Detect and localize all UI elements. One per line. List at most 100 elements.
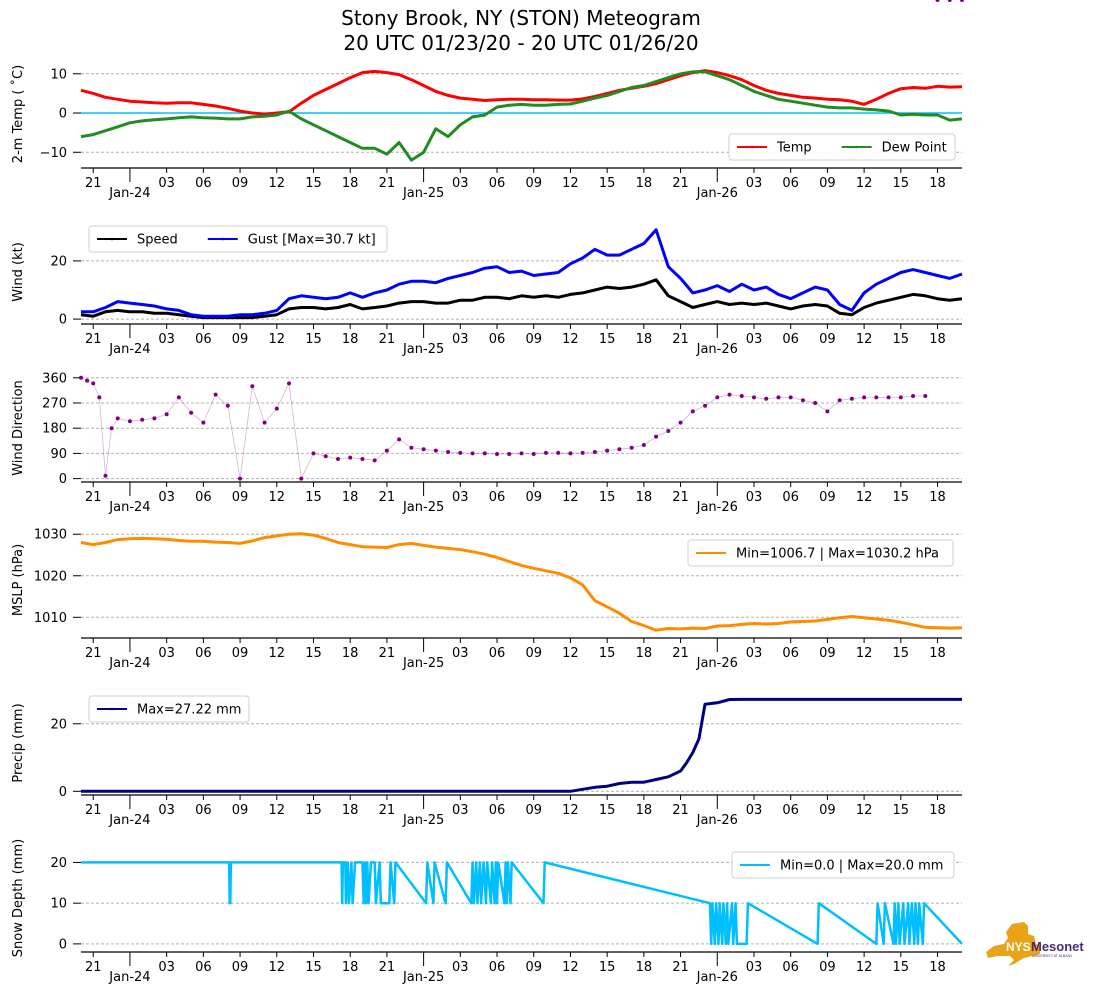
- x-tick-label: 18: [636, 490, 653, 505]
- x-date-label: Jan-26: [696, 342, 738, 357]
- y-tick-label: 20: [50, 254, 67, 269]
- x-tick-label: 09: [819, 490, 836, 505]
- x-tick-label: 06: [195, 332, 212, 347]
- y-tick-label: 0: [59, 785, 67, 800]
- legend-label: Speed: [137, 233, 178, 248]
- x-tick-label: 12: [269, 646, 286, 661]
- y-axis-label: Wind (kt): [11, 242, 26, 302]
- x-tick-label: 06: [195, 960, 212, 975]
- data-point: [923, 394, 928, 398]
- legend-box: [687, 539, 954, 567]
- x-tick-label: 21: [85, 332, 102, 347]
- series-line-temp: [80, 69, 963, 116]
- x-tick-label: 06: [489, 176, 506, 191]
- x-tick-label: 12: [856, 332, 873, 347]
- y-tick-label: 0: [59, 107, 67, 122]
- y-tick-label: 0: [59, 937, 67, 952]
- x-tick-label: 09: [819, 960, 836, 975]
- data-point: [103, 473, 108, 478]
- data-point: [421, 447, 426, 452]
- x-tick-label: 15: [893, 960, 910, 975]
- x-tick-label: 21: [379, 490, 396, 505]
- data-point: [311, 451, 316, 456]
- data-point: [238, 476, 243, 481]
- legend-label: Min=1006.7 | Max=1030.2 hPa: [736, 547, 939, 562]
- legend-label: Dew Point: [882, 141, 947, 156]
- x-tick-label: 18: [342, 332, 359, 347]
- x-tick-label: 09: [232, 332, 249, 347]
- legend: Min=1006.7 | Max=1030.2 hPa: [687, 539, 954, 567]
- x-tick-label: 18: [929, 490, 946, 505]
- x-date-label: Jan-25: [402, 342, 444, 357]
- data-point: [788, 395, 793, 400]
- x-tick-label: 15: [599, 960, 616, 975]
- x-tick-label: 21: [672, 176, 689, 191]
- data-point: [776, 395, 781, 400]
- data-point: [164, 412, 169, 417]
- x-tick-label: 09: [232, 803, 249, 818]
- data-point: [666, 429, 671, 433]
- x-tick-label: 21: [379, 332, 396, 347]
- x-tick-label: 18: [929, 960, 946, 975]
- x-tick-label: 18: [929, 803, 946, 818]
- x-tick-label: 09: [525, 646, 542, 661]
- x-tick-label: 15: [599, 803, 616, 818]
- y-tick-label: 180: [42, 422, 67, 437]
- x-tick-label: 03: [746, 960, 763, 975]
- x-tick-label: 21: [85, 960, 102, 975]
- x-tick-label: 03: [158, 490, 175, 505]
- x-tick-label: 03: [452, 332, 469, 347]
- data-point: [764, 396, 769, 401]
- x-tick-label: 06: [195, 490, 212, 505]
- x-tick-label: 15: [893, 176, 910, 191]
- x-tick-label: 09: [525, 176, 542, 191]
- x-tick-label: 12: [562, 960, 579, 975]
- x-tick-label: 21: [672, 803, 689, 818]
- x-tick-label: 18: [342, 646, 359, 661]
- x-tick-label: 12: [269, 960, 286, 975]
- data-point: [140, 417, 145, 422]
- y-tick-label: 270: [42, 397, 67, 412]
- data-point: [751, 395, 756, 400]
- legend: Speed Gust [Max=30.7 kt]: [88, 225, 388, 253]
- x-date-label: Jan-25: [402, 500, 444, 515]
- x-tick-label: 15: [305, 646, 322, 661]
- data-point: [556, 450, 561, 455]
- x-tick-label: 06: [782, 176, 799, 191]
- series-line-min: [81, 861, 963, 946]
- chart-title-line1: Stony Brook, NY (STON) Meteogram: [341, 6, 701, 30]
- data-point: [470, 451, 475, 456]
- x-tick-label: 15: [305, 960, 322, 975]
- legend-box: [731, 851, 955, 879]
- legend: Temp Dew Point: [728, 133, 956, 161]
- x-date-label: Jan-26: [696, 813, 738, 828]
- x-tick-label: 03: [746, 176, 763, 191]
- x-tick-label: 21: [672, 490, 689, 505]
- x-date-label: Jan-26: [696, 186, 738, 201]
- x-tick-label: 12: [562, 646, 579, 661]
- data-point: [201, 420, 206, 425]
- x-tick-label: 06: [195, 176, 212, 191]
- x-tick-label: 09: [232, 490, 249, 505]
- data-point: [813, 401, 818, 405]
- x-tick-label: 18: [929, 332, 946, 347]
- data-point: [629, 445, 634, 450]
- y-tick-label: 360: [42, 371, 67, 386]
- x-tick-label: 12: [856, 646, 873, 661]
- x-tick-label: 03: [158, 646, 175, 661]
- panel-mslp: 1010 1020 1030 MSLP (hPa) 21 03 06 09 12 15 18 21 03…: [11, 528, 963, 671]
- x-tick-label: 06: [489, 332, 506, 347]
- data-point: [189, 410, 194, 415]
- chart-title: Stony Brook, NY (STON) Meteogram 20 UTC …: [0, 6, 1042, 56]
- data-point: [543, 450, 548, 455]
- x-tick-label: 06: [195, 646, 212, 661]
- legend-label: Temp: [776, 141, 812, 156]
- data-point: [360, 457, 365, 461]
- chart-title-line2: 20 UTC 01/23/20 - 20 UTC 01/26/20: [343, 31, 699, 55]
- x-date-label: Jan-25: [402, 656, 444, 671]
- x-date-label: Jan-25: [402, 970, 444, 985]
- x-tick-label: 15: [305, 803, 322, 818]
- legend-marker: [855, 145, 858, 149]
- data-point: [79, 375, 83, 380]
